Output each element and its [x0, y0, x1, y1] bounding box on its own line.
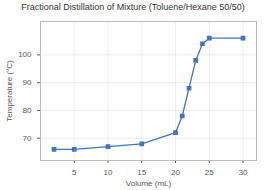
html-text:Fractional Distillation of Mix: Fractional Distillation of Mixture (Tolu… [21, 2, 245, 12]
svg-text:15: 15 [137, 168, 146, 177]
svg-text:Temperature (°C): Temperature (°C) [5, 60, 14, 122]
svg-text:90: 90 [23, 78, 32, 87]
svg-text:100: 100 [18, 50, 32, 59]
svg-text:5: 5 [72, 168, 77, 177]
svg-text:25: 25 [205, 168, 214, 177]
svg-text:30: 30 [239, 168, 248, 177]
svg-text:70: 70 [23, 134, 32, 143]
svg-text:10: 10 [104, 168, 113, 177]
svg-text:80: 80 [23, 106, 32, 115]
svg-text:20: 20 [171, 168, 180, 177]
svg-text:Volume (mL): Volume (mL) [126, 179, 172, 188]
